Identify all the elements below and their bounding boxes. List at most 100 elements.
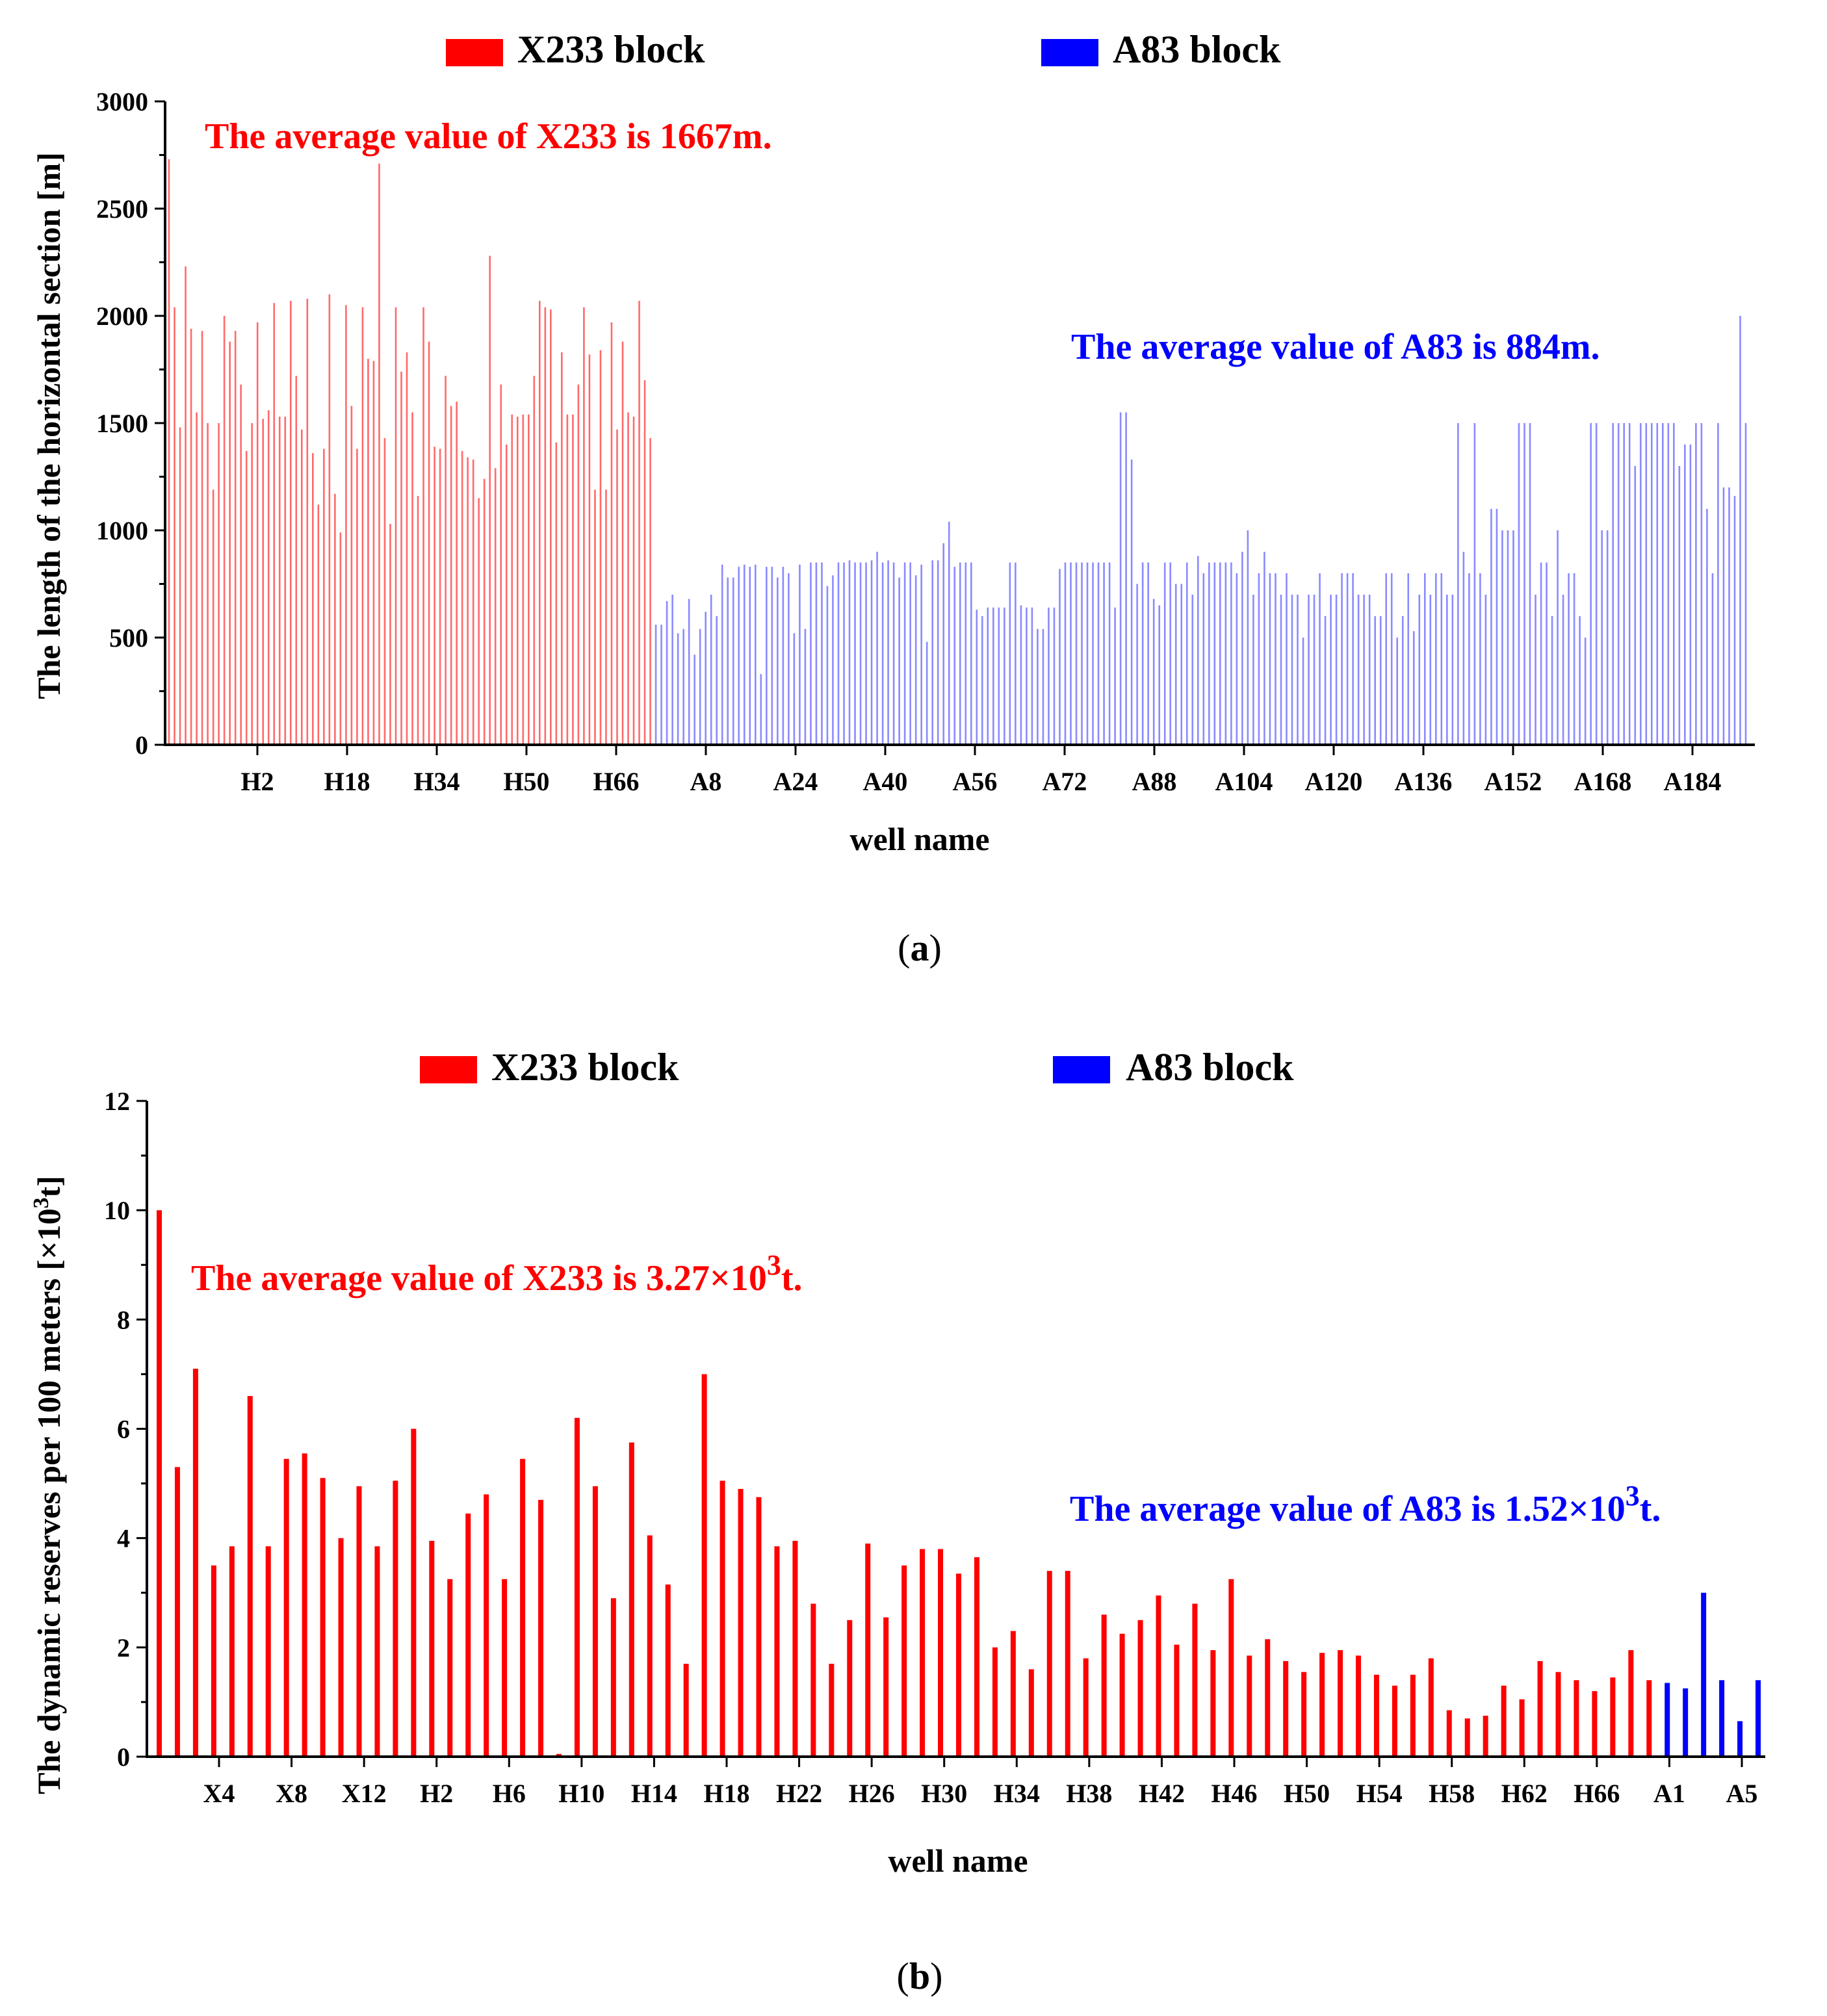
bar-b-a83-5 (1737, 1721, 1743, 1757)
bar-b-x233-77 (1537, 1661, 1543, 1757)
bar-a-a83-96 (1180, 584, 1183, 745)
bar-a-a83-94 (1169, 562, 1172, 745)
bar-a-a83-53 (942, 543, 945, 745)
bar-b-x233-52 (1083, 1658, 1089, 1757)
bar-b-x233-37 (810, 1603, 816, 1757)
bar-a-x233-72 (561, 352, 563, 745)
bar-a-a83-49 (920, 564, 922, 745)
bar-a-x233-64 (516, 417, 519, 745)
bar-a-a83-37 (854, 562, 856, 745)
bar-a-a83-142 (1435, 573, 1437, 745)
y-tick-label-a-6: 3000 (96, 87, 148, 116)
bar-a-a83-196 (1733, 496, 1736, 745)
bar-a-x233-80 (605, 489, 607, 745)
y-axis-title-b: The dynamic reserves per 100 meters [×10… (29, 1176, 68, 1794)
bar-a-a83-17 (743, 564, 745, 745)
bar-a-x233-66 (528, 414, 530, 745)
bar-a-x233-61 (500, 384, 502, 745)
bar-a-x233-86 (638, 300, 640, 745)
bar-a-a83-79 (1086, 562, 1089, 745)
bar-a-a83-177 (1628, 423, 1631, 745)
bar-a-a83-71 (1042, 628, 1044, 745)
bar-a-a83-106 (1236, 573, 1238, 745)
bar-a-x233-28 (317, 504, 320, 745)
bar-a-a83-77 (1075, 562, 1078, 745)
bar-a-a83-6 (682, 628, 684, 745)
bar-b-x233-68 (1373, 1674, 1379, 1757)
bar-a-a83-24 (782, 567, 784, 745)
bar-a-a83-42 (881, 562, 884, 745)
bar-a-a83-181 (1650, 423, 1653, 745)
bar-b-x233-72 (1446, 1710, 1452, 1757)
x-tick-label-a-0: H2 (240, 767, 274, 796)
bar-a-a83-38 (859, 562, 862, 745)
bar-a-x233-46 (417, 496, 419, 745)
bar-a-a83-5 (677, 633, 679, 745)
bar-a-x233-33 (345, 305, 347, 745)
bar-a-a83-170 (1590, 423, 1592, 745)
bar-b-x233-16 (429, 1540, 435, 1757)
bar-a-a83-98 (1191, 595, 1194, 745)
legend-swatch-a83-a (1041, 39, 1098, 66)
bar-a-a83-180 (1645, 423, 1648, 745)
bar-a-x233-17 (256, 322, 259, 745)
annotation-a83-average-a: The average value of A83 is 884m. (1071, 327, 1600, 367)
bar-a-a83-145 (1451, 595, 1454, 745)
bar-a-a83-31 (821, 562, 823, 745)
bar-a-a83-69 (1031, 607, 1033, 745)
bar-a-a83-107 (1241, 552, 1243, 745)
bar-b-x233-67 (1356, 1655, 1361, 1757)
bar-a-a83-130 (1368, 595, 1371, 745)
bar-a-a83-154 (1501, 530, 1503, 745)
bar-a-x233-15 (245, 450, 248, 745)
bar-a-a83-58 (970, 562, 972, 745)
bar-a-a83-51 (931, 560, 933, 745)
y-tick-label-b-0: 0 (117, 1742, 130, 1772)
bar-a-a83-162 (1546, 562, 1548, 745)
bar-a-a83-182 (1656, 423, 1659, 745)
bar-b-x233-56 (1156, 1595, 1161, 1757)
legend-swatch-x233-a (446, 39, 503, 66)
bar-a-a83-148 (1468, 573, 1470, 745)
x-tick-label-b-13: H42 (1139, 1779, 1185, 1808)
bar-b-x233-17 (447, 1579, 453, 1757)
bar-a-x233-6 (196, 412, 198, 745)
x-axis-title-b: well name (888, 1842, 1028, 1879)
x-tick-label-b-16: H54 (1356, 1779, 1403, 1808)
bar-a-a83-195 (1728, 487, 1730, 745)
bar-b-x233-3 (192, 1369, 198, 1757)
y-tick-label-a-4: 2000 (96, 302, 148, 331)
bar-b-x233-78 (1555, 1672, 1561, 1757)
bar-a-x233-16 (251, 423, 253, 745)
bar-a-a83-82 (1103, 562, 1105, 745)
bar-a-a83-111 (1263, 552, 1265, 745)
x-tick-label-b-2: X12 (342, 1779, 387, 1808)
x-tick-label-b-4: H6 (493, 1779, 526, 1808)
x-tick-label-b-8: H22 (776, 1779, 822, 1808)
bar-b-x233-4 (211, 1565, 216, 1757)
bar-b-x233-19 (484, 1494, 489, 1757)
bar-a-a83-21 (766, 567, 768, 745)
bar-a-a83-54 (948, 521, 950, 745)
bar-b-x233-36 (792, 1540, 798, 1757)
bar-b-x233-1 (157, 1210, 162, 1757)
bar-a-a83-66 (1015, 562, 1017, 745)
bar-a-x233-5 (190, 328, 192, 745)
y-tick-label-a-3: 1500 (96, 409, 148, 438)
bar-a-a83-8 (693, 654, 695, 745)
bar-a-a83-163 (1551, 616, 1553, 745)
bar-a-x233-42 (395, 307, 397, 745)
bar-b-x233-10 (320, 1478, 326, 1757)
bar-a-a83-171 (1595, 423, 1598, 745)
bar-a-a83-93 (1163, 562, 1166, 745)
bar-a-a83-152 (1490, 509, 1492, 745)
bar-a-a83-188 (1689, 445, 1692, 745)
panel-b-chart: X233 block A83 block The dynamic reserve… (29, 1046, 1765, 1997)
x-tick-label-b-14: H46 (1211, 1779, 1257, 1808)
bar-a-a83-144 (1446, 595, 1448, 745)
bar-a-a83-126 (1346, 573, 1349, 745)
bar-a-x233-65 (522, 414, 525, 745)
bar-a-a83-189 (1695, 423, 1697, 745)
bar-b-x233-31 (701, 1374, 707, 1757)
